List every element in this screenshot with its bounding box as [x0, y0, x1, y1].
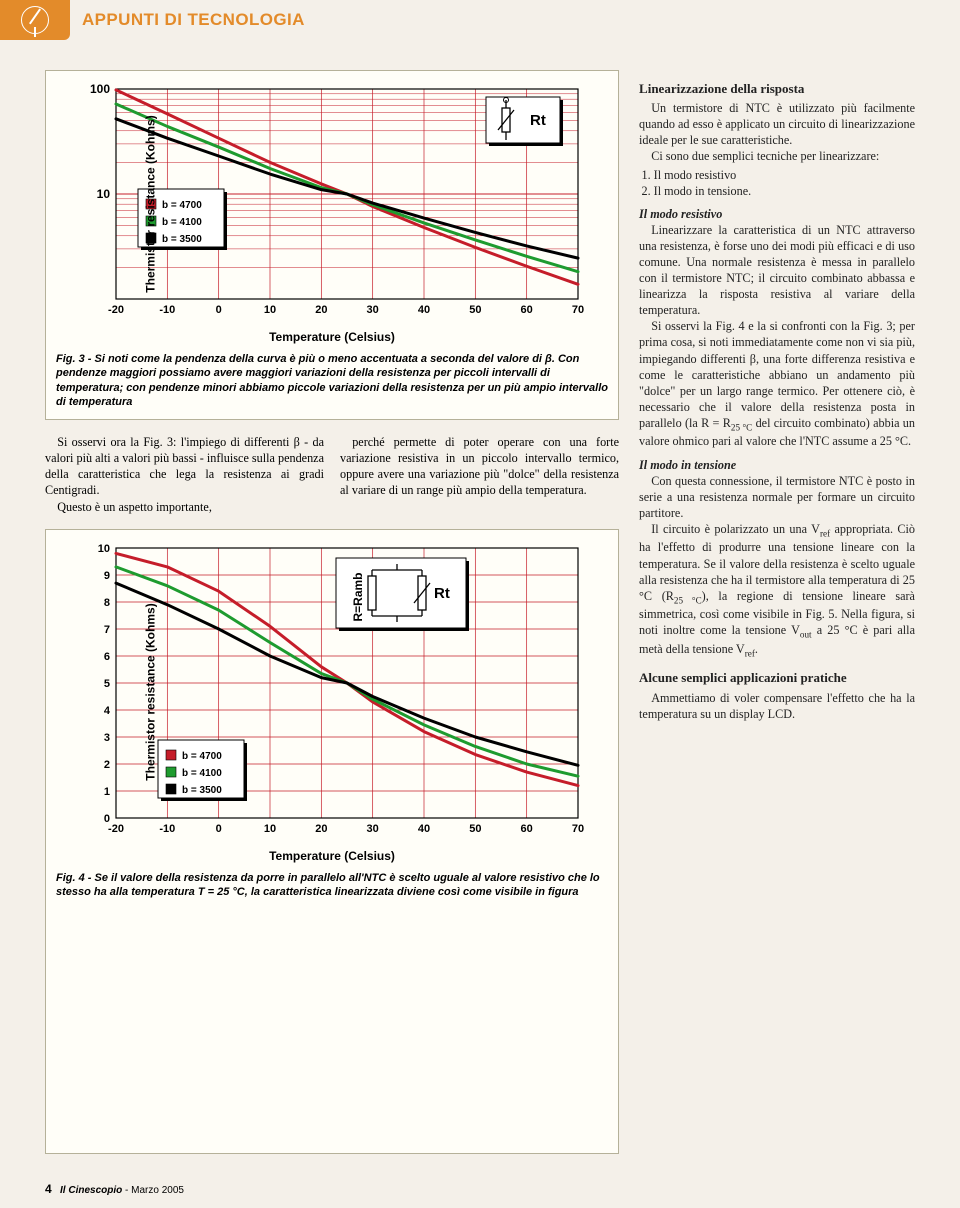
r-li2: Il modo in tensione. — [654, 183, 915, 199]
svg-text:R=Ramb: R=Ramb — [351, 572, 365, 621]
figure-3-frame: Thermistor resistance (Kohms) -20 -10 0 10 2… — [45, 70, 619, 420]
svg-text:b = 4100: b = 4100 — [162, 217, 202, 228]
svg-text:8: 8 — [104, 597, 110, 609]
svg-text:2: 2 — [104, 759, 110, 771]
body-p1: Si osservi ora la Fig. 3: l'impiego di d… — [45, 434, 324, 498]
svg-text:100: 100 — [90, 82, 110, 96]
left-column: Thermistor resistance (Kohms) -20-100102… — [45, 70, 619, 1168]
svg-text:b = 4700: b = 4700 — [182, 751, 222, 762]
fig4-xlabel: Temperature (Celsius) — [56, 849, 608, 863]
right-column: Linearizzazione della risposta Un termis… — [639, 70, 915, 1168]
svg-text:Rt: Rt — [434, 585, 450, 602]
svg-text:9: 9 — [104, 570, 110, 582]
svg-text:b = 4100: b = 4100 — [182, 768, 222, 779]
section-title-2: Alcune semplici applicazioni pratiche — [639, 669, 915, 686]
logo-icon — [21, 6, 49, 34]
page-header: APPUNTI DI TECNOLOGIA — [0, 0, 305, 40]
svg-text:b = 3500: b = 3500 — [162, 234, 202, 245]
svg-text:10: 10 — [264, 823, 276, 835]
body-col-2: perché permette di poter operare con una… — [340, 434, 619, 514]
figure-3-chart: Thermistor resistance (Kohms) -20 -10 0 10 2… — [88, 81, 608, 326]
svg-text:20: 20 — [315, 823, 327, 835]
issue-date: - Marzo 2005 — [122, 1185, 184, 1196]
svg-text:0: 0 — [104, 813, 110, 825]
svg-text:Rt: Rt — [530, 112, 546, 129]
subhead-tensione: Il modo in tensione — [639, 457, 915, 473]
body-text-columns: Si osservi ora la Fig. 3: l'impiego di d… — [45, 434, 619, 514]
r-p1: Un termistore di NTC è utilizzato più fa… — [639, 100, 915, 148]
svg-text:20: 20 — [315, 304, 327, 316]
subhead-resistivo: Il modo resistivo — [639, 206, 915, 222]
svg-text:40: 40 — [418, 823, 430, 835]
magazine-name: Il Cinescopio — [60, 1185, 122, 1196]
svg-text:1: 1 — [104, 786, 110, 798]
fig3-caption: Fig. 3 - Si noti come la pendenza della … — [56, 352, 608, 409]
svg-text:60: 60 — [521, 823, 533, 835]
body-p2: Questo è un aspetto importante, — [45, 499, 324, 515]
fig3-ylabel: Thermistor resistance (Kohms) — [144, 115, 158, 292]
svg-text:6: 6 — [104, 651, 110, 663]
svg-text:30: 30 — [367, 823, 379, 835]
svg-text:40: 40 — [418, 304, 430, 316]
content-area: Thermistor resistance (Kohms) -20-100102… — [45, 70, 915, 1168]
figure-4-chart: Thermistor resistance (Kohms) -20-100102… — [88, 540, 608, 845]
fig4-ylabel: Thermistor resistance (Kohms) — [144, 603, 158, 780]
fig3-svg: -20 -10 0 10 20 30 40 50 60 70 10 100 b = 4700 b = 41… — [88, 81, 588, 321]
page-footer: 4 Il Cinescopio - Marzo 2005 — [45, 1182, 184, 1196]
r-li1: Il modo resistivo — [654, 167, 915, 183]
fig3-xlabel: Temperature (Celsius) — [56, 330, 608, 344]
section-title-1: Linearizzazione della risposta — [639, 80, 915, 97]
r-p5: Ammettiamo di voler compensare l'effetto… — [639, 690, 915, 722]
svg-text:60: 60 — [521, 304, 533, 316]
svg-text:10: 10 — [98, 543, 110, 555]
fig4-svg: -20 -10 0 10 20 30 40 50 60 70 0 1 2 3 4 5 6 7 8 9 10 b = 470… — [88, 540, 588, 840]
svg-text:-20: -20 — [108, 304, 124, 316]
svg-text:4: 4 — [104, 705, 111, 717]
body-col-1: Si osservi ora la Fig. 3: l'impiego di d… — [45, 434, 324, 514]
svg-text:b = 4700: b = 4700 — [162, 200, 202, 211]
svg-text:b = 3500: b = 3500 — [182, 785, 222, 796]
svg-text:50: 50 — [469, 823, 481, 835]
svg-text:50: 50 — [469, 304, 481, 316]
svg-text:-20: -20 — [108, 823, 124, 835]
svg-text:10: 10 — [97, 187, 111, 201]
svg-text:5: 5 — [104, 678, 110, 690]
svg-text:3: 3 — [104, 732, 110, 744]
logo-tab — [0, 0, 70, 40]
r-p3b: Si osservi la Fig. 4 e la si confronti c… — [639, 318, 915, 449]
svg-text:70: 70 — [572, 823, 584, 835]
svg-text:30: 30 — [367, 304, 379, 316]
svg-text:-10: -10 — [159, 304, 175, 316]
r-p3a: Linearizzare la caratteristica di un NTC… — [639, 222, 915, 319]
r-list: Il modo resistivo Il modo in tensione. — [654, 167, 915, 199]
svg-text:0: 0 — [216, 823, 222, 835]
svg-text:0: 0 — [216, 304, 222, 316]
svg-text:10: 10 — [264, 304, 276, 316]
r-p2: Ci sono due semplici tecniche per linear… — [639, 148, 915, 164]
svg-text:70: 70 — [572, 304, 584, 316]
page-number: 4 — [45, 1182, 52, 1196]
figure-4-frame: Thermistor resistance (Kohms) -20-100102… — [45, 529, 619, 1154]
body-p3: perché permette di poter operare con una… — [340, 434, 619, 498]
r-p4b: Il circuito è polarizzato un una Vref ap… — [639, 521, 915, 659]
svg-text:7: 7 — [104, 624, 110, 636]
header-title: APPUNTI DI TECNOLOGIA — [82, 10, 305, 30]
fig4-caption: Fig. 4 - Se il valore della resistenza d… — [56, 871, 608, 900]
svg-text:-10: -10 — [159, 823, 175, 835]
r-p4a: Con questa connessione, il termistore NT… — [639, 473, 915, 521]
